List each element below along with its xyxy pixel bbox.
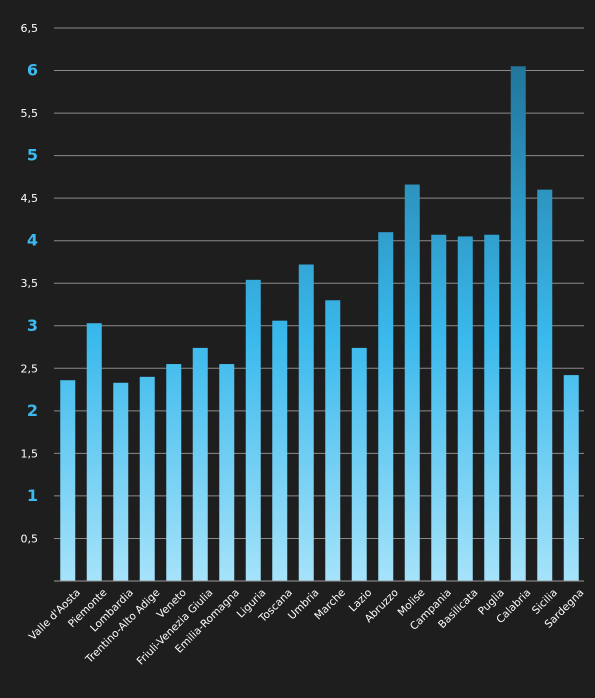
- y-tick-label: 5,5: [21, 107, 39, 120]
- y-tick-label: 5: [27, 146, 38, 165]
- bar: [219, 364, 235, 581]
- y-tick-label: 6: [27, 61, 38, 80]
- y-tick-label: 1,5: [21, 447, 39, 460]
- y-tick-label: 4: [27, 231, 38, 250]
- bar: [113, 382, 129, 581]
- bar: [563, 375, 579, 581]
- bar: [166, 364, 182, 581]
- bar: [60, 380, 76, 581]
- bar: [245, 279, 261, 581]
- bar: [484, 234, 500, 581]
- grid-lines: [54, 27, 584, 539]
- bar: [510, 66, 526, 582]
- bar: [404, 184, 420, 581]
- bar: [351, 347, 367, 581]
- y-tick-label: 2: [27, 401, 38, 420]
- bar: [537, 189, 553, 581]
- bar: [192, 347, 208, 581]
- bar: [86, 323, 102, 581]
- bar: [431, 234, 447, 581]
- y-axis-ticks: 0,5 1 1,5 2 2,5 3 3,5 4 4,5 5 5,5 6 6,5: [21, 22, 39, 545]
- y-tick-label: 0,5: [21, 532, 39, 545]
- bar: [139, 376, 155, 581]
- y-tick-label: 3: [27, 316, 38, 335]
- bars: [60, 66, 579, 582]
- x-axis-labels: Valle d'AostaPiemonteLombardiaTrentino-A…: [27, 587, 587, 668]
- bar: [272, 320, 288, 581]
- bar: [325, 300, 341, 581]
- bar: [378, 232, 394, 581]
- bar: [298, 264, 314, 581]
- y-tick-label: 1: [27, 486, 38, 505]
- y-tick-label: 4,5: [21, 192, 39, 205]
- y-tick-label: 6,5: [21, 22, 39, 35]
- y-tick-label: 2,5: [21, 362, 39, 375]
- bar: [457, 236, 473, 581]
- y-tick-label: 3,5: [21, 277, 39, 290]
